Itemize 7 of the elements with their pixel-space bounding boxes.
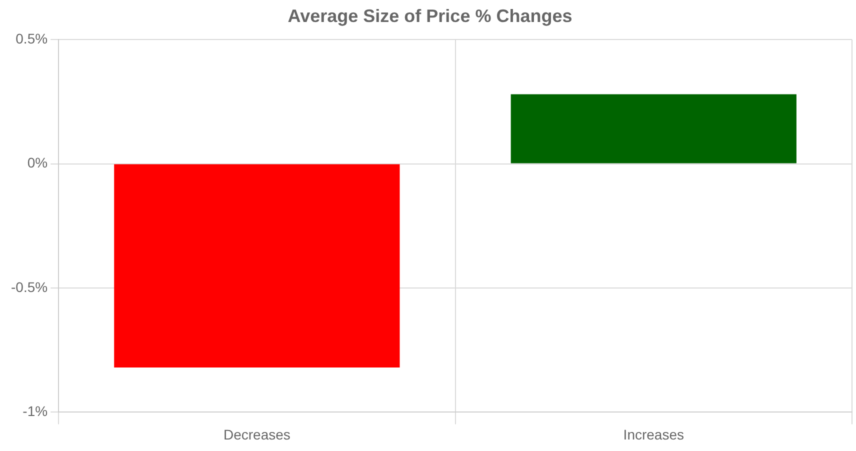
chart-title: Average Size of Price % Changes <box>288 6 572 26</box>
y-tick-label: -1% <box>22 403 48 420</box>
x-tick-label: Increases <box>623 426 684 442</box>
x-tick-label: Decreases <box>223 426 290 442</box>
y-tick-label: 0% <box>27 154 48 171</box>
y-tick-label: -0.5% <box>10 278 48 295</box>
y-tick-label: 0.5% <box>16 30 48 46</box>
